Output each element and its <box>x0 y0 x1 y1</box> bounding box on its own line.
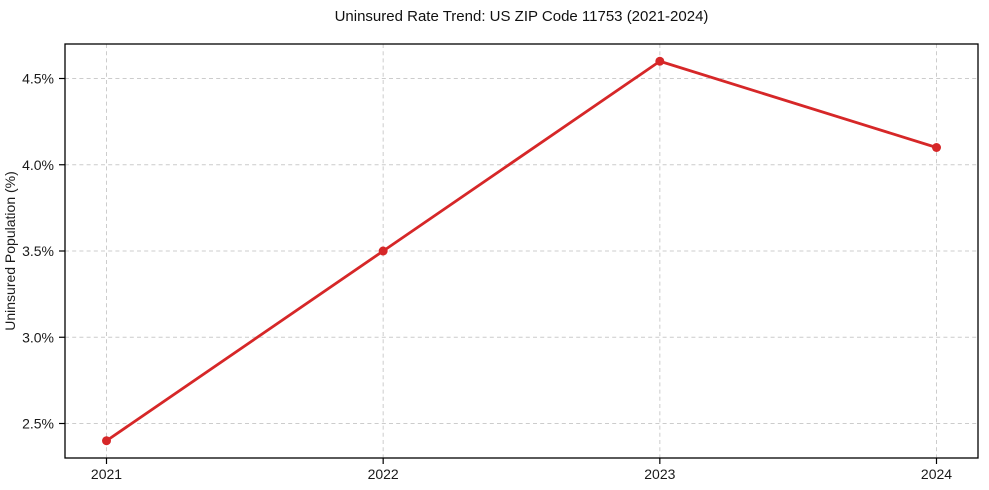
data-point-2024 <box>932 143 941 152</box>
y-axis-label: Uninsured Population (%) <box>2 171 18 331</box>
y-tick-label: 4.0% <box>22 157 54 173</box>
y-tick-label: 3.5% <box>22 243 54 259</box>
x-tick-label: 2022 <box>368 466 399 482</box>
data-point-2021 <box>102 436 111 446</box>
x-tick-label: 2024 <box>921 466 952 482</box>
y-tick-label: 4.5% <box>22 71 54 87</box>
trend-line <box>105 59 938 443</box>
data-point-2022 <box>378 246 388 256</box>
y-tick-label: 3.0% <box>22 329 54 345</box>
data-point-2023 <box>655 56 665 66</box>
y-tick-label: 2.5% <box>22 416 54 432</box>
x-tick-label: 2021 <box>91 466 122 482</box>
chart-title: Uninsured Rate Trend: US ZIP Code 11753 … <box>334 8 709 25</box>
x-tick-label: 2023 <box>644 466 675 482</box>
plot-border <box>64 43 979 459</box>
